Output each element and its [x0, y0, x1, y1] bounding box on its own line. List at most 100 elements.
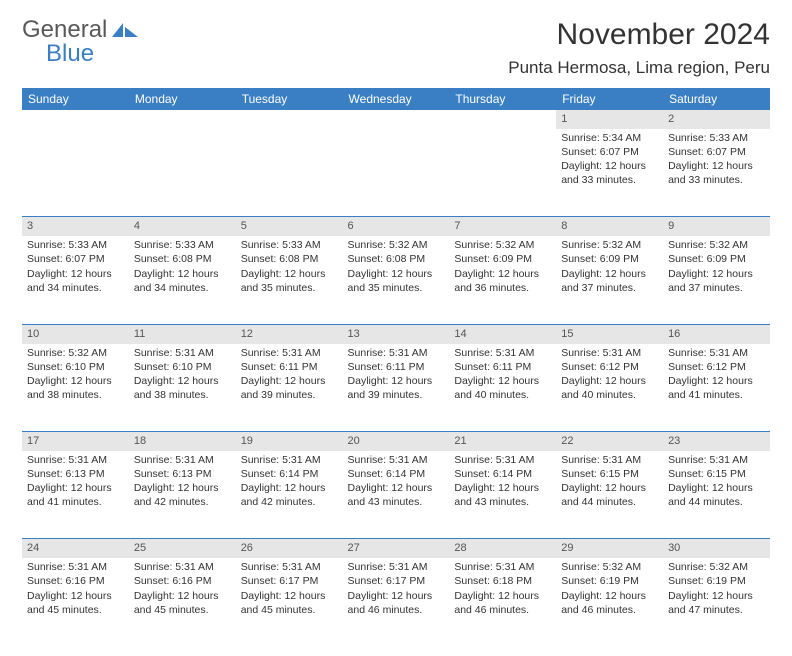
daylight-text-2: and 38 minutes.: [134, 388, 231, 402]
day-details-cell: Sunrise: 5:32 AMSunset: 6:09 PMDaylight:…: [663, 236, 770, 324]
logo-text-block: General Blue: [22, 18, 138, 66]
sunset-text: Sunset: 6:12 PM: [561, 360, 658, 374]
daylight-text-2: and 38 minutes.: [27, 388, 124, 402]
day-number-cell: 4: [129, 217, 236, 236]
sunset-text: Sunset: 6:13 PM: [27, 467, 124, 481]
daylight-text-1: Daylight: 12 hours: [241, 589, 338, 603]
day-number-cell: 29: [556, 539, 663, 558]
day-number-cell: 5: [236, 217, 343, 236]
day-number-row: 12: [22, 110, 770, 129]
day-details-cell: Sunrise: 5:31 AMSunset: 6:14 PMDaylight:…: [449, 451, 556, 539]
sunset-text: Sunset: 6:19 PM: [668, 574, 765, 588]
day-number-cell: 19: [236, 432, 343, 451]
day-details-cell: Sunrise: 5:31 AMSunset: 6:13 PMDaylight:…: [129, 451, 236, 539]
sunset-text: Sunset: 6:11 PM: [348, 360, 445, 374]
daylight-text-1: Daylight: 12 hours: [561, 267, 658, 281]
sunrise-text: Sunrise: 5:32 AM: [561, 238, 658, 252]
day-details-cell: Sunrise: 5:31 AMSunset: 6:14 PMDaylight:…: [236, 451, 343, 539]
brand-logo: General Blue: [22, 18, 138, 66]
daylight-text-2: and 42 minutes.: [134, 495, 231, 509]
day-number-cell: 21: [449, 432, 556, 451]
day-number-cell: [343, 110, 450, 129]
sunrise-text: Sunrise: 5:31 AM: [134, 560, 231, 574]
day-details-cell: Sunrise: 5:31 AMSunset: 6:11 PMDaylight:…: [343, 344, 450, 432]
day-details-cell: Sunrise: 5:31 AMSunset: 6:15 PMDaylight:…: [556, 451, 663, 539]
day-details-row: Sunrise: 5:31 AMSunset: 6:13 PMDaylight:…: [22, 451, 770, 539]
sunset-text: Sunset: 6:12 PM: [668, 360, 765, 374]
day-number-cell: 11: [129, 324, 236, 343]
daylight-text-2: and 41 minutes.: [668, 388, 765, 402]
daylight-text-1: Daylight: 12 hours: [454, 267, 551, 281]
daylight-text-1: Daylight: 12 hours: [241, 481, 338, 495]
daylight-text-1: Daylight: 12 hours: [27, 481, 124, 495]
day-number-cell: [449, 110, 556, 129]
day-details-cell: Sunrise: 5:31 AMSunset: 6:16 PMDaylight:…: [129, 558, 236, 646]
daylight-text-2: and 41 minutes.: [27, 495, 124, 509]
daylight-text-2: and 43 minutes.: [348, 495, 445, 509]
calendar-page: General Blue November 2024 Punta Hermosa…: [0, 0, 792, 656]
daylight-text-2: and 47 minutes.: [668, 603, 765, 617]
day-details-cell: Sunrise: 5:31 AMSunset: 6:12 PMDaylight:…: [556, 344, 663, 432]
day-details-cell: Sunrise: 5:31 AMSunset: 6:14 PMDaylight:…: [343, 451, 450, 539]
day-details-cell: Sunrise: 5:31 AMSunset: 6:17 PMDaylight:…: [343, 558, 450, 646]
day-details-row: Sunrise: 5:34 AMSunset: 6:07 PMDaylight:…: [22, 129, 770, 217]
day-details-cell: Sunrise: 5:32 AMSunset: 6:10 PMDaylight:…: [22, 344, 129, 432]
day-number-cell: 8: [556, 217, 663, 236]
day-number-row: 3456789: [22, 217, 770, 236]
sunrise-text: Sunrise: 5:31 AM: [27, 453, 124, 467]
sunset-text: Sunset: 6:07 PM: [668, 145, 765, 159]
day-details-cell: Sunrise: 5:33 AMSunset: 6:08 PMDaylight:…: [236, 236, 343, 324]
sunset-text: Sunset: 6:08 PM: [348, 252, 445, 266]
daylight-text-2: and 37 minutes.: [668, 281, 765, 295]
daylight-text-2: and 40 minutes.: [454, 388, 551, 402]
sunset-text: Sunset: 6:08 PM: [134, 252, 231, 266]
sunrise-text: Sunrise: 5:31 AM: [134, 346, 231, 360]
day-number-cell: 14: [449, 324, 556, 343]
day-details-row: Sunrise: 5:32 AMSunset: 6:10 PMDaylight:…: [22, 344, 770, 432]
daylight-text-1: Daylight: 12 hours: [668, 374, 765, 388]
daylight-text-1: Daylight: 12 hours: [454, 374, 551, 388]
sunrise-text: Sunrise: 5:33 AM: [668, 131, 765, 145]
daylight-text-2: and 39 minutes.: [241, 388, 338, 402]
daylight-text-1: Daylight: 12 hours: [561, 589, 658, 603]
sunrise-text: Sunrise: 5:34 AM: [561, 131, 658, 145]
day-number-cell: [236, 110, 343, 129]
day-details-cell: Sunrise: 5:32 AMSunset: 6:09 PMDaylight:…: [556, 236, 663, 324]
daylight-text-2: and 35 minutes.: [348, 281, 445, 295]
day-details-cell: Sunrise: 5:33 AMSunset: 6:07 PMDaylight:…: [663, 129, 770, 217]
day-number-cell: 24: [22, 539, 129, 558]
sunset-text: Sunset: 6:09 PM: [561, 252, 658, 266]
sunset-text: Sunset: 6:07 PM: [561, 145, 658, 159]
sunset-text: Sunset: 6:15 PM: [668, 467, 765, 481]
day-number-cell: 6: [343, 217, 450, 236]
day-number-cell: 23: [663, 432, 770, 451]
day-header: Sunday: [22, 88, 129, 110]
day-details-cell: Sunrise: 5:31 AMSunset: 6:17 PMDaylight:…: [236, 558, 343, 646]
daylight-text-1: Daylight: 12 hours: [27, 267, 124, 281]
day-details-cell: Sunrise: 5:33 AMSunset: 6:08 PMDaylight:…: [129, 236, 236, 324]
sunset-text: Sunset: 6:09 PM: [668, 252, 765, 266]
daylight-text-1: Daylight: 12 hours: [27, 589, 124, 603]
daylight-text-1: Daylight: 12 hours: [561, 374, 658, 388]
day-number-row: 10111213141516: [22, 324, 770, 343]
sunset-text: Sunset: 6:17 PM: [348, 574, 445, 588]
daylight-text-1: Daylight: 12 hours: [134, 589, 231, 603]
sunrise-text: Sunrise: 5:32 AM: [348, 238, 445, 252]
day-number-cell: 16: [663, 324, 770, 343]
sunrise-text: Sunrise: 5:33 AM: [27, 238, 124, 252]
day-number-cell: 25: [129, 539, 236, 558]
daylight-text-2: and 46 minutes.: [454, 603, 551, 617]
day-details-cell: Sunrise: 5:31 AMSunset: 6:18 PMDaylight:…: [449, 558, 556, 646]
daylight-text-2: and 44 minutes.: [561, 495, 658, 509]
daylight-text-2: and 34 minutes.: [134, 281, 231, 295]
daylight-text-2: and 34 minutes.: [27, 281, 124, 295]
calendar-body: 12 Sunrise: 5:34 AMSunset: 6:07 PMDaylig…: [22, 110, 770, 646]
day-details-cell: [449, 129, 556, 217]
sunrise-text: Sunrise: 5:32 AM: [561, 560, 658, 574]
daylight-text-2: and 40 minutes.: [561, 388, 658, 402]
daylight-text-1: Daylight: 12 hours: [134, 374, 231, 388]
month-title: November 2024: [508, 18, 770, 52]
day-details-cell: Sunrise: 5:31 AMSunset: 6:16 PMDaylight:…: [22, 558, 129, 646]
day-number-cell: 10: [22, 324, 129, 343]
day-details-cell: Sunrise: 5:31 AMSunset: 6:10 PMDaylight:…: [129, 344, 236, 432]
